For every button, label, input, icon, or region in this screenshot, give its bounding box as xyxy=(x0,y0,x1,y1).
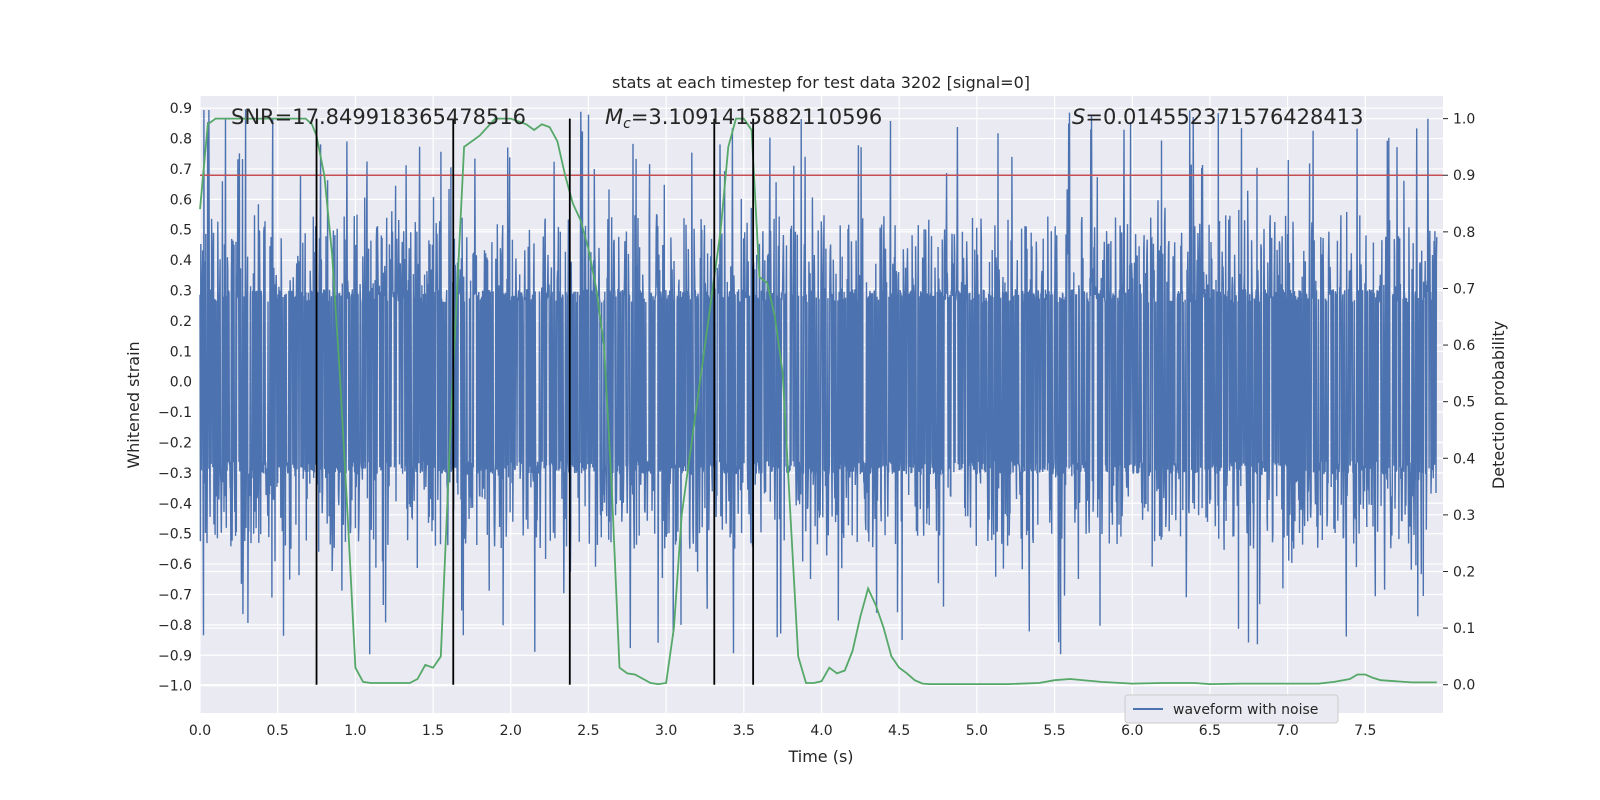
x-tick-label: 1.5 xyxy=(422,723,444,739)
snr-annotation: SNR=17.849918365478516 xyxy=(231,105,526,129)
y-axis-ticks: 0.9 0.8 0.7 0.6 0.5 0.4 0.3 0.2 0.1 0.0 −0.1 −0.2 −0… xyxy=(158,101,192,694)
y-tick-label: 0.3 xyxy=(170,284,192,300)
y2-tick-label: 0.2 xyxy=(1453,564,1475,580)
legend-label: waveform with noise xyxy=(1173,702,1318,718)
y-tick-label: 0.0 xyxy=(170,375,192,391)
chart-title: stats at each timestep for test data 320… xyxy=(612,73,1030,92)
x-tick-label: 6.0 xyxy=(1121,723,1143,739)
chirp-mass-value: =3.1091415882110596 xyxy=(631,105,882,129)
y-tick-label: 0.9 xyxy=(170,101,192,117)
x-tick-label: 1.0 xyxy=(344,723,366,739)
x-tick-label: 3.0 xyxy=(655,723,677,739)
y-tick-label: −0.4 xyxy=(158,496,192,512)
y2-tick-label: 0.1 xyxy=(1453,621,1475,637)
y-tick-label: −0.1 xyxy=(158,405,192,421)
y-tick-label: −0.2 xyxy=(158,435,192,451)
y2-axis-label: Detection probability xyxy=(1489,321,1508,489)
event-markers xyxy=(315,118,755,685)
legend: waveform with noise xyxy=(1124,694,1339,724)
y-tick-label: 0.4 xyxy=(170,253,192,269)
x-tick-label: 5.0 xyxy=(966,723,988,739)
y2-tick-label: 0.7 xyxy=(1453,281,1475,297)
y2-tick-label: 0.3 xyxy=(1453,508,1475,524)
legend-box xyxy=(1124,694,1339,724)
y2-tick-label: 0.0 xyxy=(1453,678,1475,694)
x-tick-label: 7.5 xyxy=(1354,723,1376,739)
x-tick-label: 4.0 xyxy=(810,723,832,739)
y-tick-label: −0.8 xyxy=(158,618,192,634)
y-tick-label: 0.7 xyxy=(170,162,192,178)
s-annotation: S=0.014552371576428413 xyxy=(1072,105,1363,129)
y-axis-label: Whitened strain xyxy=(124,341,143,468)
x-tick-label: 5.5 xyxy=(1043,723,1065,739)
x-tick-label: 7.0 xyxy=(1276,723,1298,739)
x-tick-label: 2.5 xyxy=(577,723,599,739)
y-tick-label: −0.6 xyxy=(158,557,192,573)
x-tick-label: 3.5 xyxy=(733,723,755,739)
y2-axis-ticks: 1.0 0.9 0.8 0.7 0.6 0.5 0.4 0.3 0.2 0.1 0.0 xyxy=(1443,112,1475,694)
probability-line xyxy=(199,117,1437,686)
y2-tick-label: 1.0 xyxy=(1453,112,1475,128)
s-value: =0.014552371576428413 xyxy=(1085,105,1363,129)
x-tick-label: 0.5 xyxy=(267,723,289,739)
s-symbol: S xyxy=(1072,105,1085,129)
probability-series xyxy=(199,117,1437,686)
chirp-mass-annotation: Mc=3.1091415882110596 xyxy=(605,105,882,132)
chirp-mass-symbol: M xyxy=(605,105,623,129)
x-tick-label: 0.0 xyxy=(189,723,211,739)
x-tick-label: 6.5 xyxy=(1199,723,1221,739)
y-tick-label: 0.6 xyxy=(170,192,192,208)
y-tick-label: 0.1 xyxy=(170,344,192,360)
y2-tick-label: 0.4 xyxy=(1453,451,1475,467)
y-tick-label: −0.7 xyxy=(158,587,192,603)
y-tick-label: −0.9 xyxy=(158,648,192,664)
y-tick-label: 0.2 xyxy=(170,314,192,330)
y-tick-label: 0.5 xyxy=(170,223,192,239)
chirp-mass-subscript: c xyxy=(623,116,631,132)
y2-tick-label: 0.6 xyxy=(1453,338,1475,354)
y2-tick-label: 0.9 xyxy=(1453,168,1475,184)
y2-tick-label: 0.8 xyxy=(1453,225,1475,241)
y-tick-label: 0.8 xyxy=(170,132,192,148)
y-tick-label: −1.0 xyxy=(158,679,192,695)
x-axis-ticks: 0.0 0.5 1.0 1.5 2.0 2.5 3.0 3.5 4.0 4.5 5.0 5.5 6.0 6… xyxy=(189,723,1377,739)
x-axis-label: Time (s) xyxy=(787,747,853,766)
y2-tick-label: 0.5 xyxy=(1453,395,1475,411)
strain-series xyxy=(199,109,1438,655)
strain-line xyxy=(199,109,1438,655)
y-tick-label: −0.5 xyxy=(158,527,192,543)
x-tick-label: 2.0 xyxy=(500,723,522,739)
x-tick-label: 4.5 xyxy=(888,723,910,739)
y-tick-label: −0.3 xyxy=(158,466,192,482)
